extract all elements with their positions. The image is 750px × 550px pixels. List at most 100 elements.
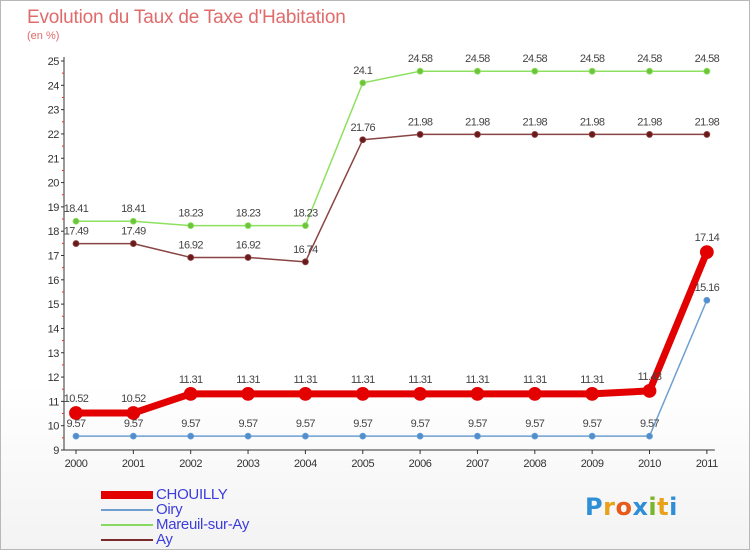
data-point-mareuil-sur-ay	[703, 67, 711, 75]
data-point-ay	[129, 240, 137, 247]
y-tick-label: 15	[48, 299, 60, 311]
data-point-ay	[474, 131, 481, 138]
y-tick-label: 12	[48, 372, 60, 384]
data-label: 9.57	[124, 418, 143, 430]
y-tick-label: 19	[48, 202, 60, 214]
data-label: 15.16	[695, 282, 720, 294]
data-label: 18.41	[64, 203, 89, 215]
x-tick-label: 2000	[65, 458, 88, 470]
data-point-mareuil-sur-ay	[72, 217, 80, 225]
x-tick-label: 2001	[122, 458, 145, 470]
data-point-oiry	[244, 432, 252, 440]
data-label: 18.41	[121, 203, 146, 215]
legend-swatch	[101, 539, 153, 541]
data-label: 21.98	[465, 116, 490, 128]
legend-label: CHOUILLY	[156, 486, 228, 503]
x-tick-label: 2003	[237, 458, 260, 470]
data-point-mareuil-sur-ay	[359, 79, 367, 87]
data-point-mareuil-sur-ay	[301, 222, 309, 229]
data-point-ay	[703, 131, 711, 138]
data-label: 11.31	[408, 374, 432, 386]
data-label: 9.57	[411, 418, 430, 430]
data-point-ay	[416, 131, 424, 138]
data-label: 10.52	[121, 393, 146, 405]
data-point-mareuil-sur-ay	[474, 67, 481, 75]
data-point-chouilly	[241, 386, 255, 401]
y-tick-label: 23	[48, 105, 60, 117]
data-label: 9.57	[66, 418, 85, 430]
legend-label: Mareuil-sur-Ay	[156, 516, 250, 533]
logo-letter: i	[648, 493, 658, 521]
y-tick-label: 9	[53, 445, 59, 457]
logo-letter: x	[632, 493, 649, 521]
data-label: 18.23	[178, 208, 203, 220]
data-point-oiry	[703, 296, 711, 304]
data-point-oiry	[588, 432, 596, 440]
data-point-chouilly	[642, 384, 657, 398]
data-point-oiry	[416, 432, 424, 440]
data-label: 17.14	[695, 232, 720, 244]
logo-letter: r	[603, 493, 616, 521]
data-label: 11.31	[179, 374, 203, 386]
data-point-ay	[531, 131, 539, 138]
data-point-ay	[72, 240, 80, 247]
data-label: 9.57	[353, 418, 372, 430]
y-tick-label: 10	[48, 421, 60, 433]
data-point-oiry	[187, 432, 195, 440]
data-label: 16.74	[293, 244, 318, 256]
data-point-ay	[359, 136, 367, 144]
legend-swatch	[101, 509, 153, 511]
data-label: 24.58	[408, 53, 433, 65]
data-point-oiry	[531, 432, 539, 440]
data-label: 11.31	[351, 374, 375, 386]
x-tick-label: 2011	[696, 458, 718, 470]
x-tick-label: 2009	[581, 458, 604, 470]
data-point-chouilly	[126, 406, 141, 420]
data-point-mareuil-sur-ay	[531, 67, 539, 75]
x-tick-label: 2005	[351, 458, 374, 470]
data-label: 9.57	[468, 418, 487, 430]
data-point-mareuil-sur-ay	[588, 67, 596, 75]
data-point-mareuil-sur-ay	[129, 217, 137, 225]
legend-label: Ay	[156, 531, 173, 548]
data-point-ay	[588, 131, 596, 138]
data-point-mareuil-sur-ay	[187, 222, 195, 229]
data-label: 21.76	[350, 122, 375, 134]
y-tick-label: 16	[48, 275, 60, 287]
data-label: 11.31	[294, 374, 318, 386]
x-tick-label: 2007	[466, 458, 489, 470]
data-point-ay	[187, 254, 195, 261]
y-tick-label: 24	[48, 80, 60, 92]
data-label: 16.92	[178, 239, 203, 251]
data-label: 16.92	[236, 239, 261, 251]
data-point-oiry	[474, 432, 481, 440]
x-tick-label: 2010	[638, 458, 661, 470]
series-line-ay	[75, 133, 708, 263]
data-label: 18.23	[236, 208, 261, 220]
data-label: 9.57	[525, 418, 544, 430]
y-tick-label: 25	[48, 56, 60, 68]
data-label: 11.31	[580, 374, 604, 386]
data-point-chouilly	[585, 386, 600, 401]
y-tick-label: 18	[48, 226, 60, 238]
data-label: 24.58	[580, 53, 605, 65]
data-point-oiry	[359, 432, 367, 440]
logo-letter: i	[669, 493, 678, 521]
legend-label: Oiry	[156, 501, 183, 518]
data-label: 9.57	[640, 418, 659, 430]
data-point-ay	[301, 258, 309, 266]
y-tick-label: 20	[48, 178, 60, 190]
chart-subtitle: (en %)	[27, 30, 60, 42]
data-label: 11.31	[523, 374, 547, 386]
data-label: 9.57	[181, 418, 200, 430]
data-point-ay	[646, 131, 653, 138]
series-line-oiry	[75, 299, 708, 437]
data-label: 17.49	[121, 226, 146, 238]
data-point-oiry	[301, 432, 309, 440]
data-label: 21.98	[580, 116, 605, 128]
data-label: 21.98	[695, 116, 720, 128]
legend-swatch	[101, 524, 153, 526]
data-label: 17.49	[64, 226, 89, 238]
proxiti-logo: Proxiti	[585, 493, 678, 521]
